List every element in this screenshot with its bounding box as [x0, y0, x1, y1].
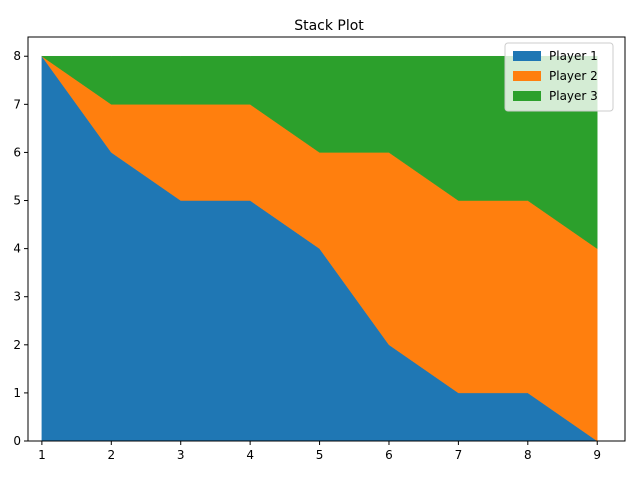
y-tick-label: 8 [13, 49, 21, 63]
x-tick-label: 2 [107, 448, 115, 462]
y-tick-label: 3 [13, 290, 21, 304]
y-axis: 0 1 2 3 4 5 6 7 8 [13, 49, 28, 448]
x-tick-label: 1 [38, 448, 46, 462]
y-tick-label: 0 [13, 434, 21, 448]
x-axis: 1 2 3 4 5 6 7 8 9 [38, 441, 601, 462]
plot-frame [27, 36, 626, 442]
y-tick-label: 1 [13, 386, 21, 400]
x-tick-label: 5 [316, 448, 324, 462]
x-tick-label: 6 [385, 448, 393, 462]
area-layers [41, 55, 599, 442]
y-tick-label: 6 [13, 145, 21, 159]
y-tick-label: 7 [13, 97, 21, 111]
legend-swatch [513, 51, 541, 61]
legend-label: Player 1 [549, 49, 598, 63]
x-tick-label: 8 [524, 448, 532, 462]
x-tick-label: 9 [593, 448, 601, 462]
legend: Player 1 Player 2 Player 3 [504, 42, 614, 112]
y-tick-label: 4 [13, 242, 21, 256]
x-tick-label: 3 [177, 448, 185, 462]
legend-label: Player 2 [549, 69, 598, 83]
x-tick-label: 4 [246, 448, 254, 462]
chart-title: Stack Plot [294, 18, 364, 34]
area-series-3 [41, 55, 598, 250]
legend-swatch [513, 71, 541, 81]
legend-swatch [513, 91, 541, 101]
y-tick-label: 5 [13, 194, 21, 208]
legend-label: Player 3 [549, 89, 598, 103]
y-tick-label: 2 [13, 338, 21, 352]
x-tick-label: 7 [455, 448, 463, 462]
